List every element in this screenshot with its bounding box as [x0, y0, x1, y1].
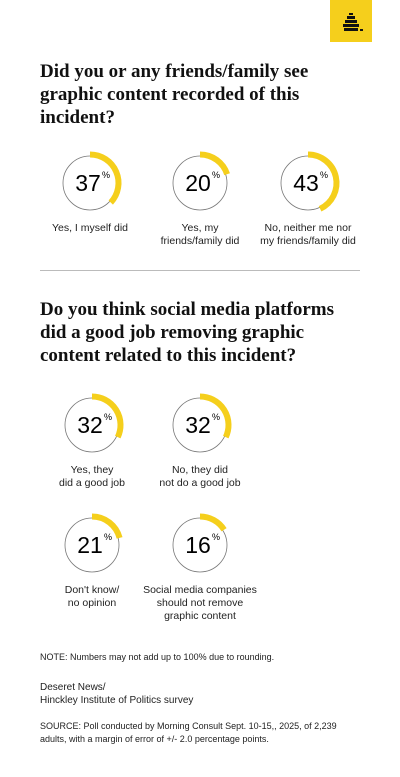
value-label: 21	[77, 532, 103, 558]
note: NOTE: Numbers may not add up to 100% due…	[40, 652, 275, 662]
value-label: 32	[77, 412, 103, 438]
unit-label: %	[212, 412, 220, 422]
category-label: No, they did not do a good job	[159, 464, 241, 489]
gauge: 20%	[172, 151, 230, 211]
value-label: 32	[185, 412, 211, 438]
gauge: 16%	[172, 513, 228, 573]
category-label: Social media companies should not remove…	[143, 584, 257, 622]
value-label: 20	[185, 170, 211, 196]
source: SOURCE: Poll conducted by Morning Consul…	[40, 721, 337, 744]
category-label: Yes, my friends/family did	[160, 222, 240, 247]
gauge: 43%	[280, 151, 340, 212]
chart-title: Did you or any friends/family see graphi…	[40, 61, 309, 128]
logo	[330, 0, 372, 42]
unit-label: %	[104, 412, 112, 422]
gauge-arc	[307, 151, 340, 212]
unit-label: %	[102, 170, 110, 180]
unit-label: %	[104, 532, 112, 542]
value-label: 43	[293, 170, 319, 196]
category-label: No, neither me nor my friends/family did	[260, 222, 356, 247]
gauge: 32%	[172, 393, 232, 453]
unit-label: %	[320, 170, 328, 180]
gauge-arc	[91, 393, 124, 439]
chart-title: Do you think social media platforms did …	[40, 299, 334, 366]
category-label: Don't know/ no opinion	[64, 584, 120, 609]
value-label: 37	[75, 170, 101, 196]
gauge: 21%	[64, 513, 123, 573]
category-label: Yes, they did a good job	[59, 464, 125, 489]
value-label: 16	[185, 532, 211, 558]
gauge-arc	[199, 393, 232, 439]
gauge: 37%	[62, 151, 122, 211]
gauge-arc	[91, 513, 123, 539]
unit-label: %	[212, 170, 220, 180]
gauge: 32%	[64, 393, 124, 453]
gauge-arc	[199, 151, 230, 176]
gauge-arc	[199, 513, 227, 532]
divider	[40, 270, 360, 271]
category-label: Yes, I myself did	[51, 222, 129, 234]
credit: Deseret News/ Hinckley Institute of Poli…	[40, 682, 194, 706]
gauge-arc	[89, 151, 122, 205]
unit-label: %	[212, 532, 220, 542]
